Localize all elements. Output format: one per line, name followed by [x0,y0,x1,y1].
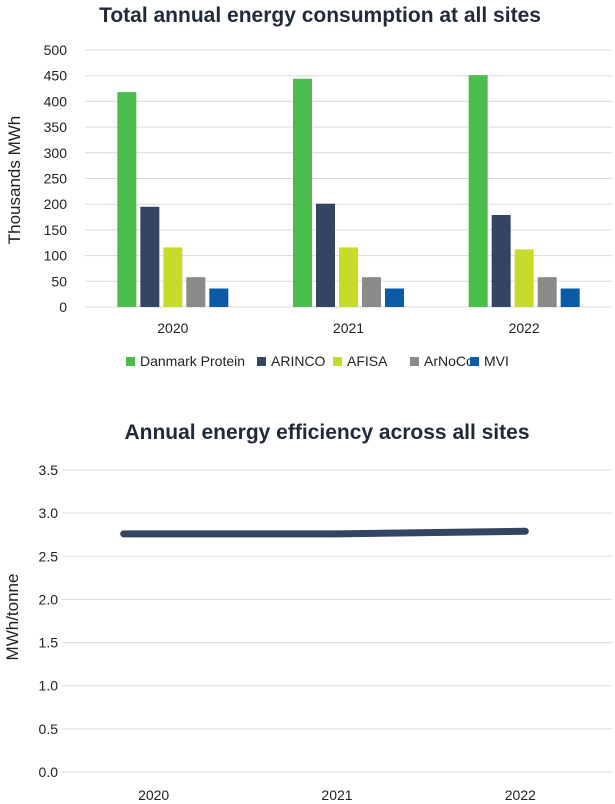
chart1-x-tick-label: 2022 [509,320,540,336]
energy-efficiency-chart: Annual energy efficiency across all site… [3,421,612,803]
chart1-y-tick-label: 300 [44,145,68,161]
chart1-legend-label: ARINCO [271,353,326,369]
chart1-y-tick-label: 350 [44,119,68,135]
chart1-bar [316,203,335,307]
chart2-y-tick-label: 3.5 [39,462,59,478]
chart1-y-tick-label: 500 [44,42,68,58]
chart1-y-tick-label: 50 [51,273,67,289]
chart1-y-tick-label: 150 [44,222,68,238]
chart1-legend-label: AFISA [347,353,388,369]
chart1-bar [117,92,137,307]
chart1-y-tick-label: 200 [44,196,68,212]
chart2-y-tick-label: 0.5 [39,721,59,737]
chart2-x-ticks: 2020 2021 2022 [138,787,536,803]
chart1-bar [209,288,229,307]
chart1-legend-swatch [470,357,479,366]
chart1-y-axis-label: Thousands MWh [5,116,24,245]
chart1-bar [293,78,312,307]
chart1-bar [140,206,160,307]
chart1-y-tick-label: 250 [44,171,68,187]
chart1-bar [163,247,183,307]
chart2-series-line [120,527,529,538]
chart1-bar [537,277,557,307]
chart1-legend-swatch [257,357,266,366]
chart2-x-tick-label: 2022 [505,787,536,803]
chart2-x-tick-label: 2020 [138,787,169,803]
chart1-x-tick-label: 2020 [157,320,188,336]
energy-consumption-chart: Total annual energy consumption at all s… [5,4,612,369]
chart1-bar [560,288,580,307]
chart1-bar [339,247,358,307]
chart2-y-tick-label: 2.5 [39,548,59,564]
chart1-y-tick-label: 0 [59,299,67,315]
chart1-title: Total annual energy consumption at all s… [99,4,541,27]
chart1-bar [362,277,381,307]
chart1-bar [385,288,404,307]
chart2-y-tick-label: 1.0 [39,678,59,694]
chart1-y-ticks: 0 50 100 150 200 250 300 350 400 450 500 [44,42,68,315]
chart1-legend-label: ArNoCo [424,353,474,369]
chart1-legend: Danmark Protein ARINCO AFISA ArNoCo MVI [126,353,509,369]
chart2-title: Annual energy efficiency across all site… [124,421,529,444]
chart2-y-axis-label: MWh/tonne [3,574,22,661]
chart2-lines [120,527,529,538]
chart1-y-tick-label: 450 [44,68,68,84]
chart2-y-ticks: 0.0 0.5 1.0 1.5 2.0 2.5 3.0 3.5 [39,462,59,780]
chart2-y-tick-label: 2.0 [39,591,59,607]
chart1-bar [514,249,534,307]
chart1-legend-swatch [126,357,135,366]
chart2-gridlines [62,469,612,773]
chart1-y-tick-label: 100 [44,248,68,264]
chart2-x-tick-label: 2021 [321,787,352,803]
chart1-x-ticks: 2020 2021 2022 [157,320,540,336]
chart1-legend-swatch [333,357,342,366]
chart1-y-tick-label: 400 [44,93,68,109]
chart2-y-tick-label: 1.5 [39,635,59,651]
chart1-legend-label: Danmark Protein [140,353,245,369]
chart1-legend-label: MVI [484,353,509,369]
chart1-bar [491,214,511,307]
chart1-bars [117,75,580,307]
chart1-x-tick-label: 2021 [333,320,364,336]
chart1-legend-swatch [410,357,419,366]
chart2-y-tick-label: 3.0 [39,505,59,521]
chart2-y-tick-label: 0.0 [39,764,59,780]
chart1-bar [186,277,206,307]
chart1-bar [468,75,488,307]
